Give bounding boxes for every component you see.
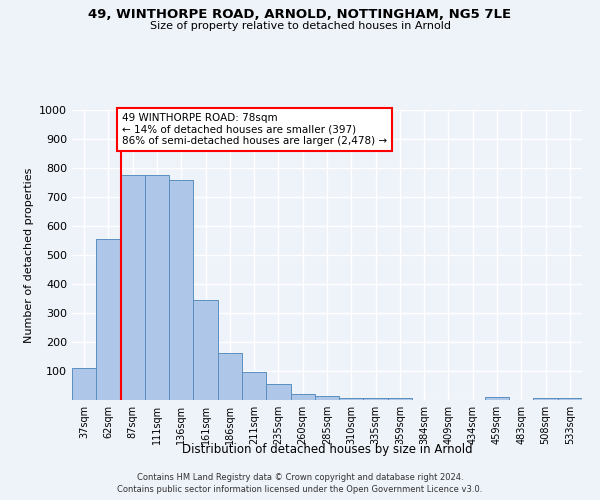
Bar — [218, 352, 242, 400]
Bar — [290, 394, 315, 400]
Bar — [485, 397, 509, 400]
Bar — [193, 300, 218, 400]
Bar — [96, 239, 121, 400]
Text: Distribution of detached houses by size in Arnold: Distribution of detached houses by size … — [182, 442, 472, 456]
Bar — [169, 180, 193, 400]
Bar — [533, 398, 558, 400]
Bar — [315, 396, 339, 400]
Text: 49, WINTHORPE ROAD, ARNOLD, NOTTINGHAM, NG5 7LE: 49, WINTHORPE ROAD, ARNOLD, NOTTINGHAM, … — [88, 8, 512, 20]
Text: 49 WINTHORPE ROAD: 78sqm
← 14% of detached houses are smaller (397)
86% of semi-: 49 WINTHORPE ROAD: 78sqm ← 14% of detach… — [122, 113, 387, 146]
Text: Contains public sector information licensed under the Open Government Licence v3: Contains public sector information licen… — [118, 485, 482, 494]
Bar — [339, 398, 364, 400]
Bar — [558, 398, 582, 400]
Bar — [364, 398, 388, 400]
Text: Size of property relative to detached houses in Arnold: Size of property relative to detached ho… — [149, 21, 451, 31]
Bar — [72, 368, 96, 400]
Y-axis label: Number of detached properties: Number of detached properties — [23, 168, 34, 342]
Bar — [242, 372, 266, 400]
Bar — [121, 176, 145, 400]
Bar — [388, 398, 412, 400]
Bar — [145, 176, 169, 400]
Bar — [266, 384, 290, 400]
Text: Contains HM Land Registry data © Crown copyright and database right 2024.: Contains HM Land Registry data © Crown c… — [137, 472, 463, 482]
